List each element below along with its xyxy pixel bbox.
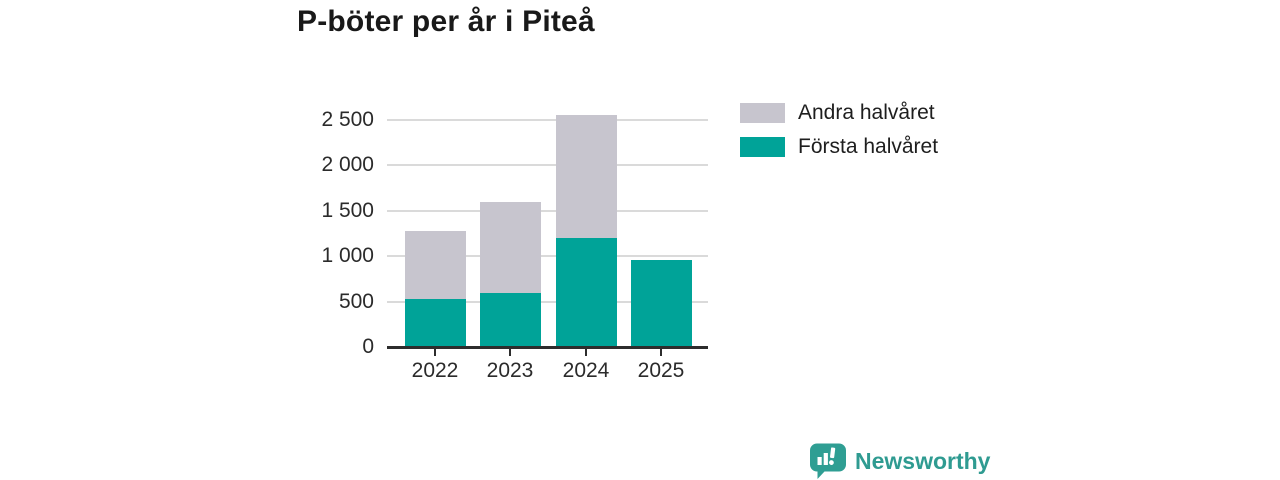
gridline-1500: [387, 209, 708, 212]
x-tick-2022: [434, 349, 436, 356]
legend-item-andra-halvaret: Andra halvåret: [740, 101, 938, 125]
bar-2025-first-half: [630, 259, 692, 347]
x-axis-line: [387, 345, 708, 349]
bar-2023-second-half: [479, 201, 541, 294]
legend: Andra halvåret Första halvåret: [740, 101, 938, 159]
y-tick-label: 0: [362, 335, 374, 358]
bar-2024-second-half: [555, 115, 617, 239]
y-tick-label: 500: [338, 289, 374, 313]
x-tick-label-2022: 2022: [411, 359, 459, 382]
x-tick-label-2024: 2024: [562, 359, 610, 382]
branding: Newsworthy: [810, 443, 990, 479]
x-tick-label-2023: 2023: [486, 359, 534, 382]
gridline-1000: [387, 255, 708, 258]
legend-label: Andra halvåret: [798, 101, 935, 124]
gridline-500: [387, 300, 708, 303]
bar-2022-second-half: [404, 230, 466, 299]
logo-bar-short: [817, 457, 822, 465]
legend-swatch: [740, 103, 785, 123]
logo-exclamation: [829, 447, 836, 465]
x-tick-2024: [585, 349, 587, 356]
bar-2023-first-half: [479, 293, 541, 347]
y-tick-label: 1 500: [321, 198, 374, 222]
x-tick-2023: [509, 349, 511, 356]
legend-label: Första halvåret: [798, 135, 939, 158]
bar-2022-first-half: [404, 298, 466, 347]
chart-title: P-böter per år i Piteå: [297, 5, 595, 38]
x-tick-label-2025: 2025: [637, 359, 685, 382]
gridline-2000: [387, 164, 708, 167]
newsworthy-logo-icon: [810, 443, 846, 479]
gridline-2500: [387, 119, 708, 121]
x-tick-2025: [660, 349, 662, 356]
bar-2024-first-half: [555, 238, 617, 347]
logo-bar-tall: [823, 453, 828, 465]
legend-item-forsta-halvaret: Första halvåret: [740, 135, 938, 159]
y-tick-label: 1 000: [321, 244, 374, 268]
y-tick-label: 2 500: [321, 108, 374, 131]
branding-name: Newsworthy: [855, 447, 991, 474]
legend-swatch: [740, 137, 785, 157]
y-tick-label: 2 000: [321, 153, 374, 177]
